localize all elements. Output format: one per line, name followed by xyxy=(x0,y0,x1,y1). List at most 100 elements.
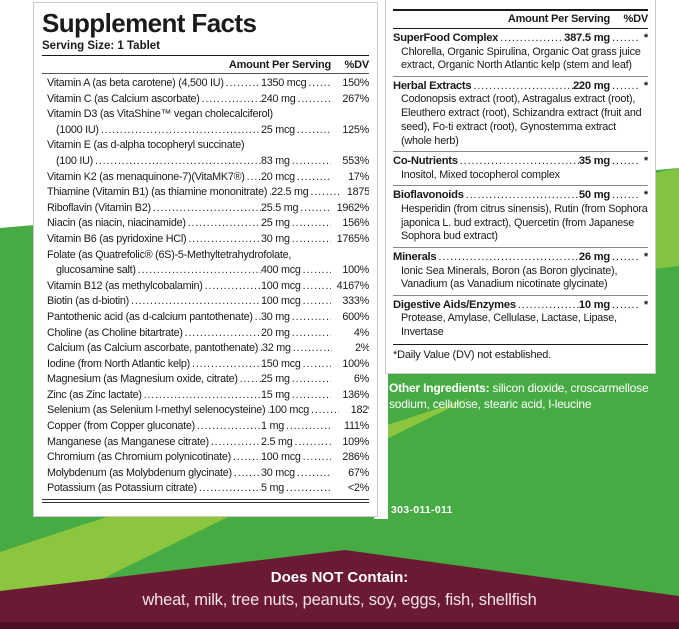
table-row: Thiamine (Vitamin B1) (as thiamine monon… xyxy=(42,185,369,201)
complex-sections: SuperFood Complex387.5 mg*Chlorella, Org… xyxy=(393,29,648,343)
complex-name: SuperFood Complex xyxy=(393,32,499,44)
dot-leader xyxy=(295,123,331,139)
nutrient-name: Vitamin K2 (as menaquinone-7)(VitaMK7®) xyxy=(47,170,245,183)
dot-leader xyxy=(224,76,261,92)
nutrient-dv: 1765% xyxy=(336,232,369,245)
dot-leader xyxy=(290,372,331,388)
supplement-facts-title: Supplement Facts xyxy=(42,8,257,38)
nutrient-name: Molybdenum (as Molybdenum glycinate) xyxy=(47,466,232,479)
divider xyxy=(393,343,648,345)
table-bottom-rule xyxy=(42,499,369,504)
divider xyxy=(42,55,369,56)
amount-value: 5 mg xyxy=(261,482,285,495)
dv-header: %DV xyxy=(344,59,370,71)
other-ingredients-text: silicon dioxide, croscarmellose sodium, … xyxy=(389,381,649,411)
amount-value: 2.5 mg xyxy=(261,435,293,448)
dot-leader xyxy=(253,310,261,326)
nutrient-name: Chromium (as Chromium polynicotinate) xyxy=(47,451,231,464)
dot-leader xyxy=(471,79,573,94)
amount-value: 15 mg xyxy=(261,388,290,401)
divider xyxy=(393,9,648,11)
dv-asterisk: * xyxy=(643,32,648,44)
dot-leader xyxy=(610,298,640,313)
complex-name: Co-Nutrients xyxy=(393,155,458,168)
right-table-header: Amount Per Serving %DV xyxy=(393,11,648,28)
nutrient-dv: 333% xyxy=(342,295,369,308)
amount-per-serving-header: Amount Per Serving xyxy=(507,13,610,25)
dv-asterisk: * xyxy=(643,251,648,264)
dot-leader xyxy=(238,372,261,388)
nutrient-amount: 30 mg xyxy=(261,232,331,248)
nutrient-amount: 32 mg xyxy=(262,341,332,357)
dot-leader xyxy=(610,188,640,203)
amount-value: 240 mg xyxy=(261,92,296,105)
nutrient-rows: Vitamin A (as beta carotene) (4,500 IU) 1… xyxy=(42,76,369,497)
dot-leader xyxy=(293,435,331,451)
dot-leader xyxy=(309,185,342,201)
table-row: Vitamin A (as beta carotene) (4,500 IU) 1… xyxy=(42,76,369,92)
dot-leader xyxy=(295,466,331,482)
dot-leader xyxy=(200,92,261,108)
nutrient-dv: 600% xyxy=(342,310,369,323)
nutrient-dv: 1875% xyxy=(346,186,369,199)
complex-ingredients: Protease, Amylase, Cellulase, Lactase, L… xyxy=(401,312,617,339)
serving-size: Serving Size: 1 Tablet xyxy=(42,40,161,52)
dot-leader xyxy=(290,388,331,404)
nutrient-name: Niacin (as niacin, niacinamide) xyxy=(47,217,186,230)
nutrient-amount: 400 mcg xyxy=(261,263,331,279)
dot-leader xyxy=(284,419,331,435)
nutrient-amount: 25 mg xyxy=(261,216,331,232)
dot-leader xyxy=(290,310,331,326)
dot-leader xyxy=(245,170,261,186)
nutrient-name: Magnesium (as Magnesium oxide, citrate) xyxy=(47,373,238,386)
dot-leader xyxy=(306,76,331,92)
dot-leader xyxy=(301,450,331,466)
complex-amount: 50 mg xyxy=(578,189,610,202)
nutrient-dv: 286% xyxy=(342,451,369,464)
dv-asterisk: * xyxy=(643,155,648,168)
dot-leader xyxy=(290,154,331,170)
nutrient-name: Folate (as Quatrefolic® (6S)-5-Methyltet… xyxy=(47,248,292,261)
table-row: Pantothenic acid (as d-calcium pantothen… xyxy=(42,310,369,326)
complex-amount: 10 mg xyxy=(578,298,610,311)
dot-leader xyxy=(516,298,579,313)
amount-value: 30 mcg xyxy=(261,466,295,479)
nutrient-dv: 100% xyxy=(342,357,369,370)
nutrient-amount: 240 mg xyxy=(261,92,331,108)
nutrient-name: Copper (from Copper gluconate) xyxy=(47,420,195,433)
dot-leader xyxy=(99,123,261,139)
dot-leader xyxy=(610,31,640,46)
dot-leader xyxy=(610,250,640,265)
nutrient-name: Vitamin C (as Calcium ascorbate) xyxy=(47,92,200,105)
dv-header: %DV xyxy=(623,13,649,25)
amount-value: 100 mcg xyxy=(269,404,310,417)
complex-heading: Co-Nutrients 35 mg * xyxy=(393,154,648,169)
dot-leader xyxy=(209,435,261,451)
nutrient-dv: 100% xyxy=(342,264,369,277)
nutrient-name: Vitamin D3 (as VitaShine™ vegan cholecal… xyxy=(47,108,273,121)
amount-value: 100 mcg xyxy=(261,295,301,308)
nutrient-amount: 22.5 mg xyxy=(271,185,341,201)
does-not-contain-title: Does NOT Contain: xyxy=(270,569,409,586)
dot-leader xyxy=(464,188,579,203)
nutrient-name: Selenium (as Selenium l-methyl selenocys… xyxy=(47,404,266,417)
dot-leader xyxy=(498,31,564,46)
table-row: Folate (as Quatrefolic® (6S)-5-Methyltet… xyxy=(42,248,369,264)
product-code: 303-011-011 xyxy=(391,504,453,516)
amount-value: 150 mcg xyxy=(261,357,301,370)
table-row: Potassium (as Potassium citrate) 5 mg <2% xyxy=(42,481,369,497)
complex-heading: Bioflavonoids 50 mg * xyxy=(393,188,648,203)
table-row: Calcium (as Calcium ascorbate, pantothen… xyxy=(42,341,369,357)
nutrient-amount: 25 mcg xyxy=(261,123,331,139)
dot-leader xyxy=(610,154,640,169)
divider xyxy=(393,28,648,29)
nutrient-name: Thiamine (Vitamin B1) (as thiamine monon… xyxy=(47,186,268,199)
complex-ingredients: Ionic Sea Minerals, Boron (as Boron glyc… xyxy=(401,264,618,291)
dot-leader xyxy=(290,326,331,342)
dot-leader xyxy=(295,170,331,186)
complex-amount: 387.5 mg xyxy=(564,32,610,44)
nutrient-name: Biotin (as d-biotin) xyxy=(47,295,130,308)
complex-ingredients: Chlorella, Organic Spirulina, Organic Oa… xyxy=(401,45,641,72)
complex-section: Co-Nutrients 35 mg * Inositol, Mixed tocoph… xyxy=(393,151,648,185)
dot-leader xyxy=(195,419,261,435)
